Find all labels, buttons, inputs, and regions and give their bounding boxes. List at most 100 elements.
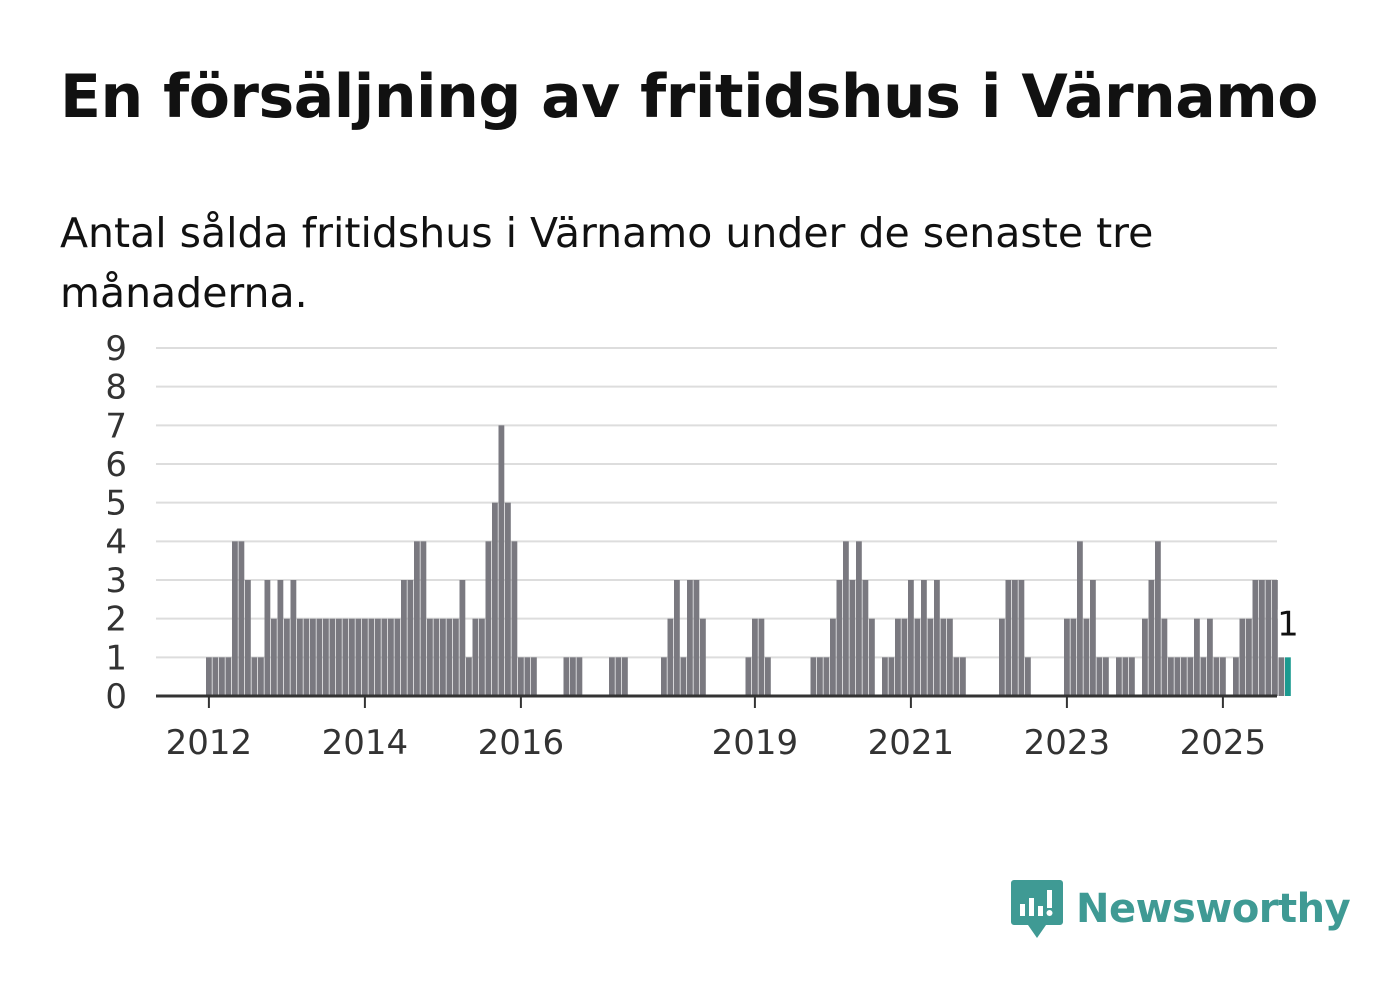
bar (888, 657, 895, 696)
bar (1187, 657, 1194, 696)
bar (1246, 618, 1252, 696)
bar (693, 580, 700, 696)
annotations: 1 (1274, 601, 1302, 647)
y-tick-label: 3 (105, 561, 127, 601)
bar (1194, 618, 1200, 696)
bar (830, 618, 836, 696)
bar (1168, 657, 1174, 696)
bar (1083, 618, 1090, 696)
bar (212, 657, 219, 696)
bar (1129, 657, 1135, 696)
bar (700, 618, 706, 696)
bar (355, 618, 362, 696)
bar (615, 657, 622, 696)
bar (433, 618, 440, 696)
bar (336, 618, 342, 696)
bar (1064, 618, 1070, 696)
bar (1220, 657, 1226, 696)
bar (453, 618, 459, 696)
gridlines (156, 347, 1277, 659)
bar (1005, 580, 1012, 696)
x-tick-label: 2025 (1180, 723, 1267, 763)
bar (394, 618, 401, 696)
y-tick-label: 6 (105, 445, 127, 485)
bar (1090, 580, 1096, 696)
bar (927, 618, 934, 696)
bars (206, 425, 1291, 696)
bar (882, 657, 888, 696)
bar (505, 502, 511, 696)
bar (498, 425, 505, 696)
bar (1259, 580, 1265, 696)
bar (1181, 657, 1187, 696)
bar (466, 657, 472, 696)
brand-logo: Newsworthy (1010, 878, 1351, 940)
bar (1161, 618, 1168, 696)
bar (271, 618, 277, 696)
bar (342, 618, 349, 696)
bar (1103, 657, 1109, 696)
bar (849, 580, 856, 696)
x-tick-label: 2014 (322, 723, 409, 763)
bar (225, 657, 232, 696)
bar (297, 618, 303, 696)
bar (459, 580, 466, 696)
bar (680, 657, 687, 696)
bar (823, 657, 830, 696)
y-tick-label: 7 (105, 406, 127, 446)
bar (518, 657, 524, 696)
bar (1174, 657, 1181, 696)
bar (745, 657, 752, 696)
bar (908, 580, 914, 696)
y-tick-label: 1 (105, 638, 127, 678)
bar (472, 618, 479, 696)
bar (810, 657, 817, 696)
bar (765, 657, 771, 696)
bar (953, 657, 960, 696)
y-tick-label: 5 (105, 484, 127, 524)
bar (1012, 580, 1018, 696)
x-tick-label: 2019 (712, 723, 799, 763)
bar (862, 580, 869, 696)
bar (940, 618, 947, 696)
bar (238, 541, 245, 696)
bar (1142, 618, 1148, 696)
bar (401, 580, 407, 696)
bar (388, 618, 394, 696)
bar (934, 580, 940, 696)
y-tick-label: 8 (105, 368, 127, 408)
bar (661, 657, 667, 696)
bar (999, 618, 1005, 696)
x-tick-label: 2021 (868, 723, 955, 763)
bar (1278, 657, 1285, 696)
bar (687, 580, 693, 696)
bar (251, 657, 258, 696)
bar (895, 618, 901, 696)
bar (349, 618, 355, 696)
bar (492, 502, 498, 696)
bar (752, 618, 758, 696)
bar (511, 541, 518, 696)
y-tick-label: 2 (105, 600, 127, 640)
bar (1233, 657, 1239, 696)
y-tick-label: 4 (105, 522, 127, 562)
bar (921, 580, 927, 696)
bar (1239, 618, 1246, 696)
chart-title: En försäljning av fritidshus i Värnamo (60, 62, 1319, 132)
bar (381, 618, 388, 696)
bar (1018, 580, 1025, 696)
bar (1096, 657, 1103, 696)
bar (329, 618, 336, 696)
bar (1116, 657, 1122, 696)
bar (914, 618, 921, 696)
bar (414, 541, 420, 696)
bar (1025, 657, 1031, 696)
bar (960, 657, 966, 696)
bar (427, 618, 433, 696)
bar (667, 618, 674, 696)
latest-value-label: 1 (1277, 604, 1299, 644)
bar (1148, 580, 1155, 696)
bar (258, 657, 264, 696)
bar (440, 618, 446, 696)
